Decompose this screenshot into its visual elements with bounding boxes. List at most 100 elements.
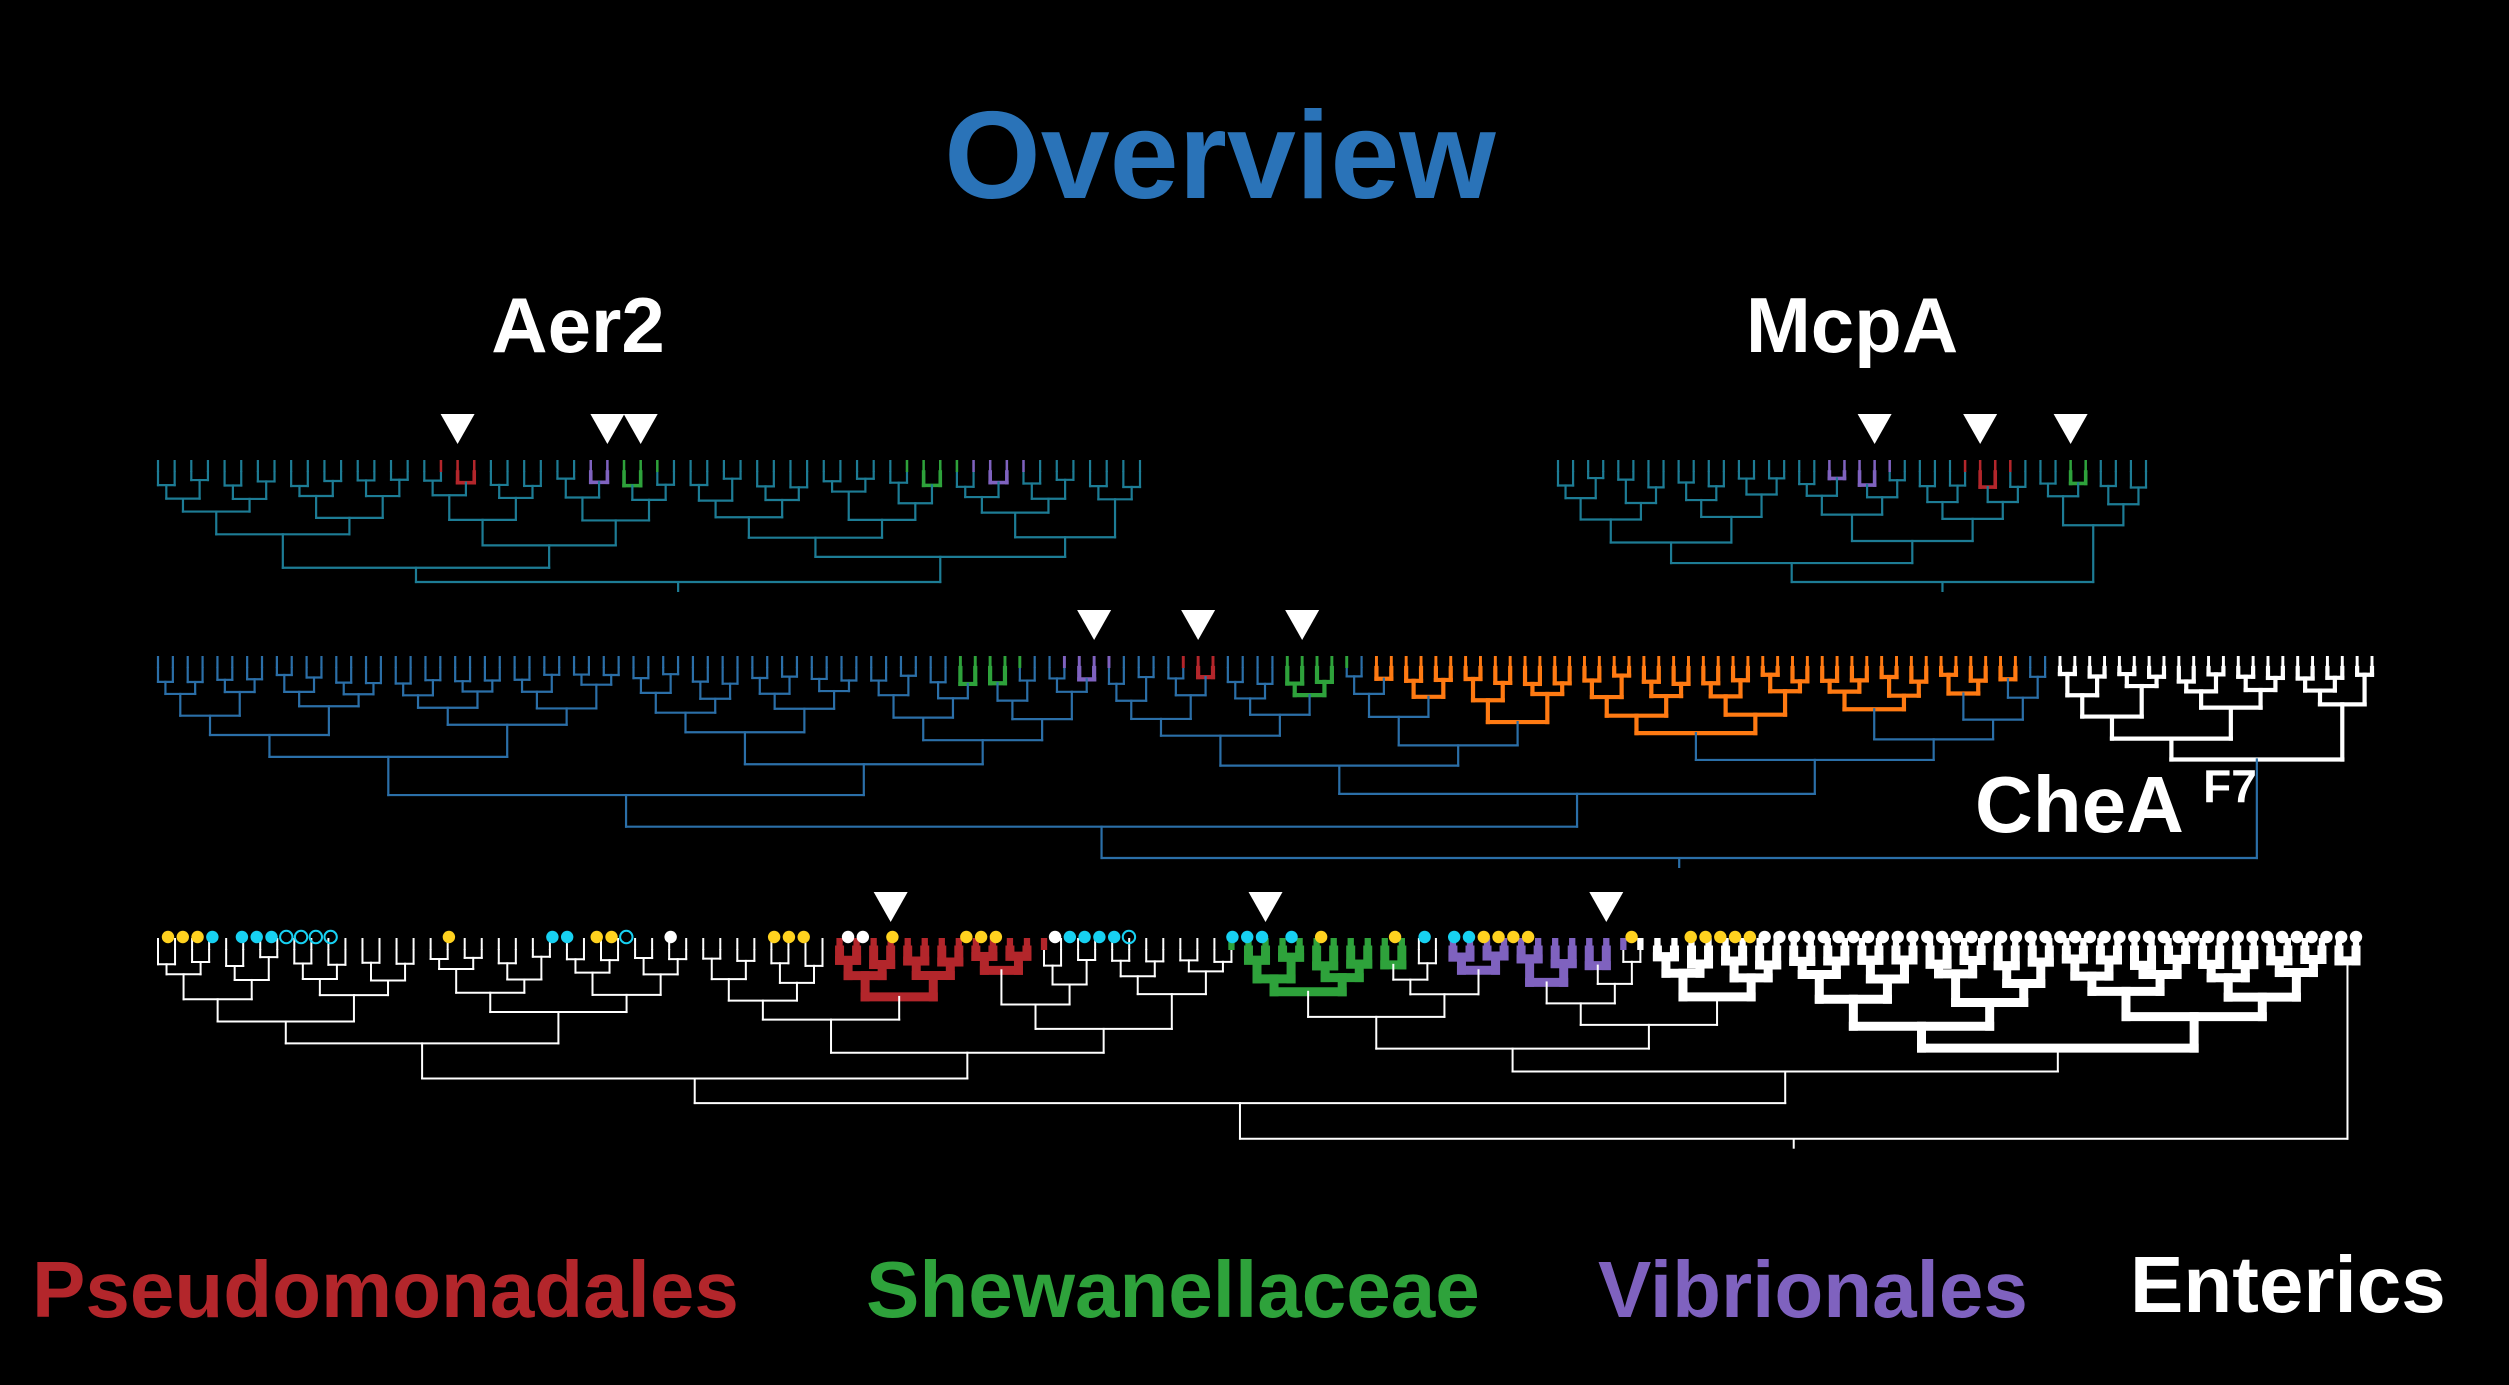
- occurrence-dot: [1802, 930, 1816, 944]
- occurrence-dot: [619, 929, 634, 945]
- occurrence-dot: [2246, 930, 2259, 944]
- occurrence-dot: [664, 930, 677, 944]
- legend-vibrionales: Vibrionales: [1598, 1245, 2028, 1334]
- occurrence-dot: [2216, 930, 2230, 944]
- occurrence-dot: [2335, 930, 2348, 944]
- occurrence-dot: [2009, 930, 2023, 944]
- species-tree: [157, 938, 2361, 1149]
- occurrence-dot: [279, 929, 294, 945]
- occurrence-dot: [1773, 930, 1786, 944]
- occurrence-dot: [1935, 930, 1949, 944]
- marker-triangle: [1077, 610, 1112, 640]
- occurrence-dot: [546, 930, 559, 944]
- occurrence-dot: [1107, 930, 1121, 944]
- occurrence-dot: [1093, 930, 1106, 944]
- occurrence-dot: [2024, 930, 2037, 944]
- occurrence-dot: [1965, 930, 1978, 944]
- occurrence-dot: [1788, 930, 1801, 944]
- occurrence-dot-row: [161, 929, 2363, 945]
- occurrence-dot: [323, 929, 338, 945]
- occurrence-dot: [308, 929, 324, 945]
- occurrence-dot: [605, 930, 618, 944]
- marker-triangle: [873, 892, 908, 922]
- marker-triangle: [1181, 610, 1216, 640]
- occurrence-dot: [1699, 930, 1712, 944]
- occurrence-dot: [1876, 930, 1890, 944]
- occurrence-dot: [2349, 930, 2363, 944]
- occurrence-dot: [2187, 930, 2200, 944]
- occurrence-dot: [797, 930, 810, 944]
- legend-enterics: Enterics: [2130, 1240, 2446, 1329]
- tree-label-mcpa: McpA: [1746, 281, 1958, 369]
- occurrence-dot: [1625, 930, 1638, 944]
- marker-triangle: [1248, 892, 1283, 922]
- occurrence-dot: [1285, 930, 1298, 944]
- occurrence-dot: [2098, 930, 2111, 944]
- occurrence-dot: [1950, 930, 1964, 944]
- occurrence-dot: [1078, 930, 1091, 944]
- marker-triangle: [1857, 414, 1892, 444]
- occurrence-dot: [2054, 930, 2067, 944]
- occurrence-dot: [1121, 929, 1137, 945]
- tree-label-aer2: Aer2: [491, 281, 664, 369]
- occurrence-dot: [989, 930, 1003, 944]
- tree-label-chea-main: CheA: [1975, 760, 2182, 849]
- occurrence-dot: [1314, 930, 1328, 944]
- occurrence-dot: [2083, 930, 2097, 944]
- occurrence-dot: [293, 929, 309, 945]
- occurrence-dot: [1418, 930, 1431, 944]
- occurrence-dot: [1817, 930, 1830, 944]
- occurrence-dot: [1994, 930, 2008, 944]
- aer2-tree: [156, 460, 1142, 592]
- occurrence-dot: [2157, 930, 2171, 944]
- marker-triangle: [440, 414, 475, 444]
- occurrence-dot: [1226, 930, 1239, 944]
- occurrence-dot: [1847, 930, 1860, 944]
- occurrence-dot: [1492, 930, 1505, 944]
- occurrence-dot: [2231, 930, 2244, 944]
- occurrence-dot: [1447, 930, 1461, 944]
- occurrence-dot: [2142, 930, 2156, 944]
- occurrence-dot: [1255, 930, 1269, 944]
- legend-shewanellaceae: Shewanellaceae: [866, 1245, 1480, 1334]
- occurrence-dot: [250, 930, 263, 944]
- legend-pseudomonadales: Pseudomonadales: [32, 1245, 739, 1334]
- occurrence-dot: [560, 930, 574, 944]
- marker-layer: [440, 414, 2088, 922]
- occurrence-dot: [1743, 930, 1757, 944]
- occurrence-dot: [1891, 930, 1904, 944]
- occurrence-dot: [1462, 930, 1476, 944]
- occurrence-dot: [2113, 930, 2126, 944]
- occurrence-dot: [1714, 930, 1727, 944]
- occurrence-dot: [1477, 930, 1490, 944]
- occurrence-dot: [2290, 930, 2304, 944]
- occurrence-dot: [442, 930, 456, 944]
- marker-triangle: [1963, 414, 1998, 444]
- occurrence-dot: [1048, 930, 1062, 944]
- occurrence-dot: [2320, 930, 2333, 944]
- marker-triangle: [1285, 610, 1320, 640]
- occurrence-dot: [782, 930, 796, 944]
- occurrence-dot: [886, 930, 899, 944]
- occurrence-dot: [1861, 930, 1875, 944]
- marker-triangle: [590, 414, 625, 444]
- occurrence-dot: [1388, 930, 1402, 944]
- chea-f7-tree: [156, 656, 2375, 868]
- occurrence-dot: [1832, 930, 1845, 944]
- marker-triangle: [2053, 414, 2088, 444]
- occurrence-dot: [2201, 930, 2215, 944]
- occurrence-dot: [1521, 930, 1535, 944]
- occurrence-dot: [2128, 930, 2141, 944]
- occurrence-dot: [590, 930, 603, 944]
- occurrence-dot: [2039, 930, 2052, 944]
- occurrence-dot: [1906, 930, 1919, 944]
- occurrence-dot: [206, 930, 219, 944]
- occurrence-dot: [161, 930, 175, 944]
- occurrence-dot: [1921, 930, 1934, 944]
- occurrence-dot: [2261, 930, 2274, 944]
- occurrence-dot: [1758, 930, 1771, 944]
- marker-triangle: [623, 414, 658, 444]
- occurrence-dot: [265, 930, 278, 944]
- occurrence-dot: [2068, 930, 2082, 944]
